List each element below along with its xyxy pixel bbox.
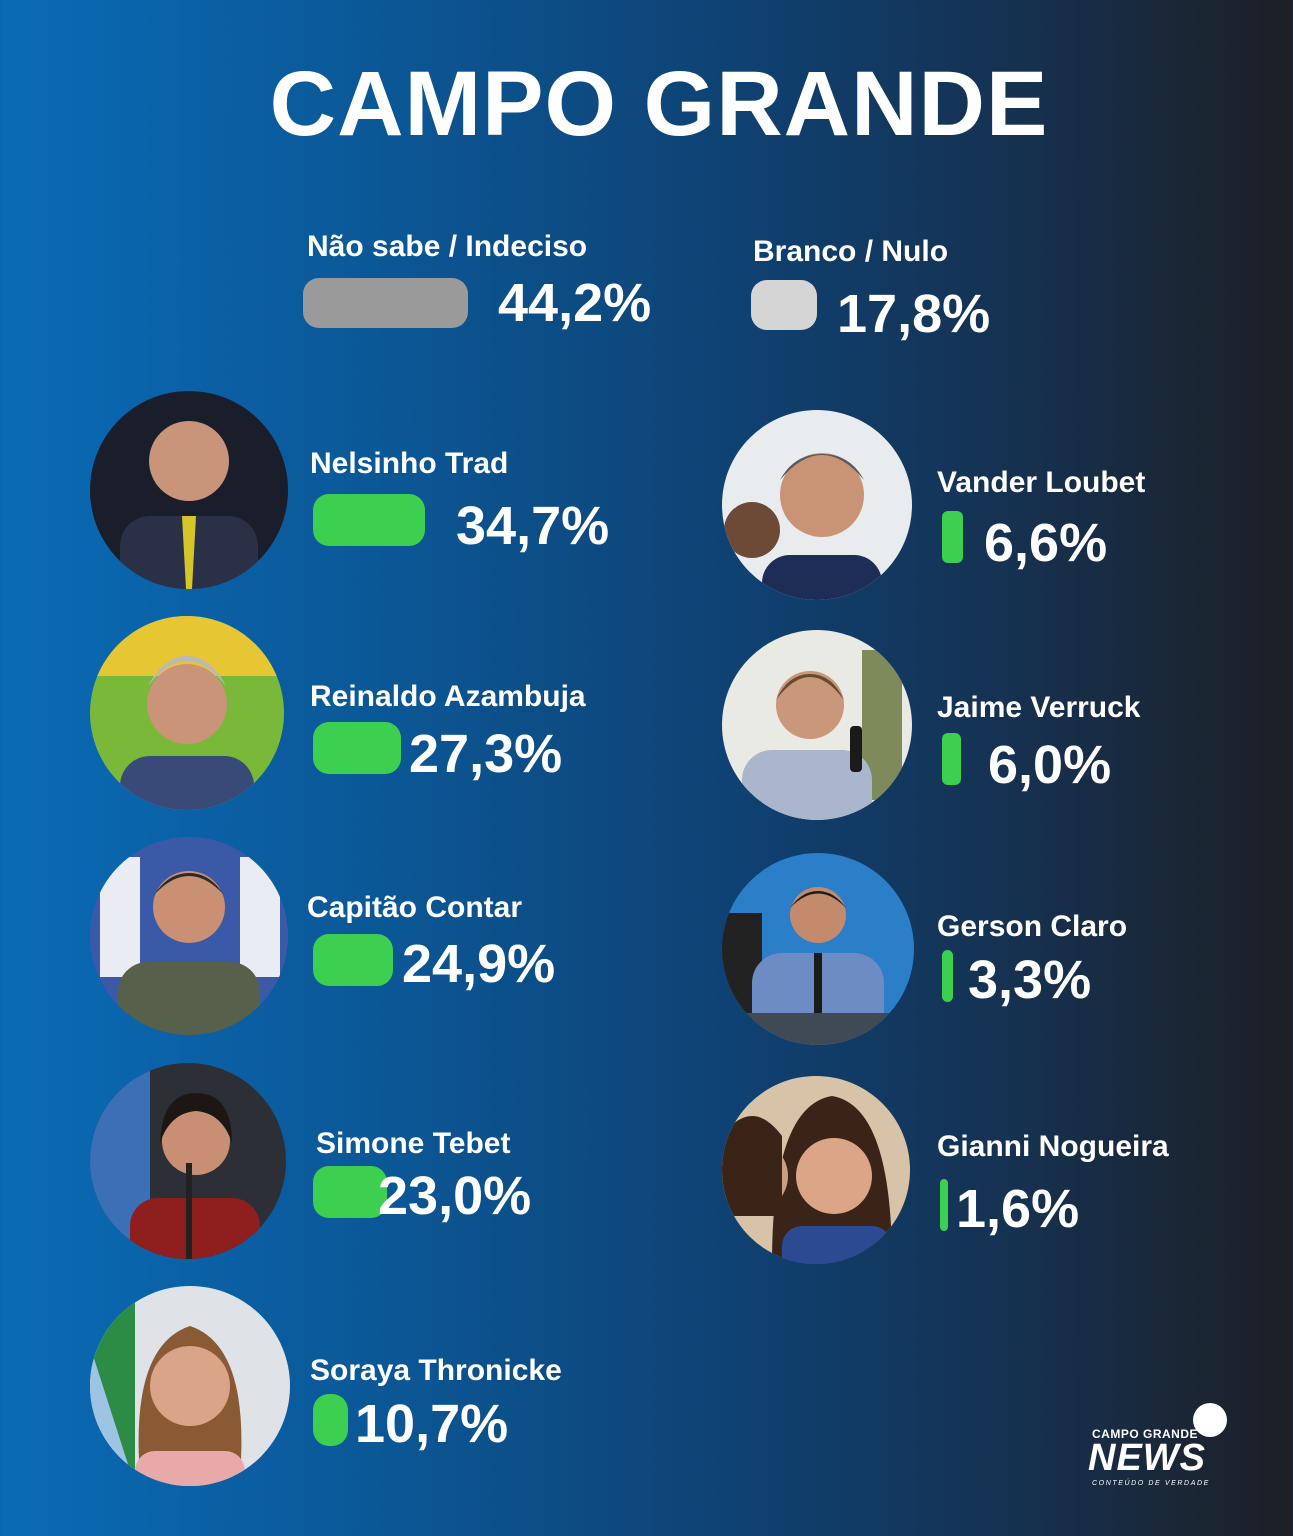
logo-tagline: CONTEÚDO DE VERDADE [1092, 1480, 1210, 1487]
summary-bar-blank [751, 280, 818, 330]
candidate-bar [940, 1179, 948, 1231]
candidate-bar [313, 494, 425, 546]
candidate-name: Capitão Contar [307, 891, 523, 924]
candidate-photo [722, 1076, 910, 1264]
logo-main-text: NEWS [1088, 1437, 1206, 1479]
candidate-photo [90, 616, 284, 810]
summary-value-blank: 17,8% [837, 284, 991, 344]
candidate-value: 6,6% [984, 513, 1108, 573]
candidate-name: Gianni Nogueira [937, 1130, 1169, 1163]
summary-label-blank: Branco / Nulo [753, 235, 949, 268]
candidate-value: 23,0% [378, 1166, 532, 1226]
candidate-value: 3,3% [968, 950, 1092, 1010]
candidate-photo [90, 1286, 290, 1486]
candidate-name: Soraya Thronicke [310, 1354, 562, 1387]
candidate-name: Simone Tebet [316, 1127, 511, 1160]
candidate-photo [722, 410, 912, 600]
candidate-value: 34,7% [456, 496, 610, 556]
candidate-name: Nelsinho Trad [310, 447, 509, 480]
candidate-photo [90, 837, 288, 1035]
candidate-value: 6,0% [988, 735, 1112, 795]
candidate-bar [942, 733, 962, 785]
summary-value-undecided: 44,2% [498, 273, 652, 333]
page-title: CAMPO GRANDE [269, 53, 1049, 155]
candidate-photo [722, 630, 912, 820]
candidate-bar [313, 934, 394, 986]
logo-dot [1193, 1403, 1227, 1437]
candidate-name: Jaime Verruck [937, 691, 1141, 724]
news-logo: CAMPO GRANDE NEWS CONTEÚDO DE VERDADE [1088, 1403, 1233, 1493]
candidate-value: 10,7% [355, 1394, 509, 1454]
candidate-bar [313, 1166, 388, 1218]
candidate-name: Vander Loubet [937, 466, 1146, 499]
candidate-value: 27,3% [409, 724, 563, 784]
candidate-photo [90, 1063, 286, 1259]
summary-label-undecided: Não sabe / Indeciso [307, 230, 588, 263]
candidate-photo [722, 853, 914, 1045]
candidate-bar [942, 950, 953, 1002]
summary-bar-undecided [303, 278, 468, 328]
candidate-name: Reinaldo Azambuja [310, 680, 586, 713]
candidate-value: 24,9% [402, 934, 556, 994]
candidate-name: Gerson Claro [937, 910, 1128, 943]
candidate-photo [90, 391, 288, 589]
candidate-bar [942, 511, 964, 563]
candidate-value: 1,6% [956, 1179, 1080, 1239]
logo-top-text: CAMPO GRANDE [1092, 1427, 1199, 1441]
candidate-bar [313, 1394, 348, 1446]
candidate-bar [313, 722, 402, 774]
